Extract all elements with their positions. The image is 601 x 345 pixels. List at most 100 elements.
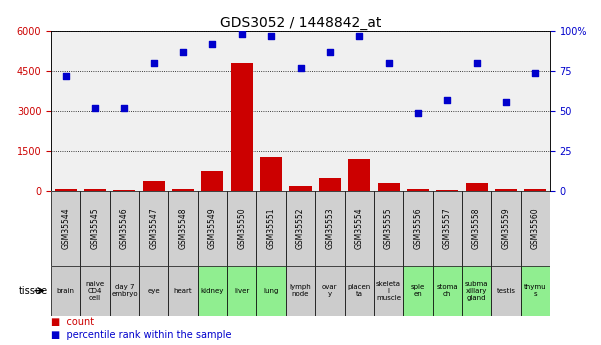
Text: GSM35555: GSM35555 (384, 208, 393, 249)
Bar (491, 266, 520, 316)
Bar (462, 191, 491, 266)
Text: GSM35553: GSM35553 (325, 208, 334, 249)
Text: heart: heart (174, 288, 192, 294)
Text: placen
ta: placen ta (347, 284, 371, 297)
Text: kidney: kidney (201, 288, 224, 294)
Bar (344, 266, 374, 316)
Bar (403, 266, 433, 316)
Point (237, 31, 246, 37)
Text: GSM35545: GSM35545 (91, 208, 100, 249)
Bar (168, 266, 198, 316)
Bar (348, 159, 370, 191)
Text: GSM35556: GSM35556 (413, 208, 423, 249)
Bar (198, 266, 227, 316)
Bar (51, 191, 81, 266)
Bar (231, 63, 253, 191)
Bar (84, 189, 106, 191)
Text: lymph
node: lymph node (290, 284, 311, 297)
Point (442, 97, 452, 103)
Bar (520, 191, 550, 266)
Bar (139, 191, 168, 266)
Text: subma
xillary
gland: subma xillary gland (465, 281, 488, 300)
Text: ■  percentile rank within the sample: ■ percentile rank within the sample (51, 330, 231, 340)
Bar (290, 186, 311, 191)
Bar (403, 191, 433, 266)
Bar (491, 191, 520, 266)
Bar (110, 266, 139, 316)
Bar (433, 191, 462, 266)
Point (472, 60, 481, 66)
Point (501, 99, 511, 105)
Bar (139, 266, 168, 316)
Point (178, 49, 188, 55)
Text: GSM35550: GSM35550 (237, 208, 246, 249)
Text: GSM35552: GSM35552 (296, 208, 305, 249)
Bar (374, 266, 403, 316)
Text: brain: brain (56, 288, 75, 294)
Point (531, 70, 540, 76)
Text: testis: testis (496, 288, 516, 294)
Bar (81, 191, 110, 266)
Bar (286, 191, 315, 266)
Bar (172, 189, 194, 191)
Point (90, 105, 100, 111)
Text: GSM35547: GSM35547 (149, 208, 158, 249)
Point (296, 65, 305, 71)
Bar (319, 178, 341, 191)
Text: sple
en: sple en (410, 284, 425, 297)
Text: tissue: tissue (19, 286, 48, 296)
Point (120, 105, 129, 111)
Bar (374, 191, 403, 266)
Bar (315, 266, 344, 316)
Bar (407, 189, 429, 191)
Bar (344, 191, 374, 266)
Bar (55, 189, 77, 191)
Text: GSM35558: GSM35558 (472, 208, 481, 249)
Point (266, 33, 276, 39)
Bar (168, 191, 198, 266)
Text: GSM35551: GSM35551 (267, 208, 276, 249)
Bar (260, 157, 282, 191)
Bar (227, 191, 257, 266)
Text: day 7
embryо: day 7 embryо (111, 284, 138, 297)
Text: GSM35560: GSM35560 (531, 208, 540, 249)
Point (355, 33, 364, 39)
Text: thymu
s: thymu s (524, 284, 546, 297)
Text: GSM35559: GSM35559 (501, 208, 510, 249)
Bar (201, 171, 224, 191)
Point (413, 110, 423, 116)
Bar (143, 181, 165, 191)
Text: GSM35549: GSM35549 (208, 208, 217, 249)
Bar (51, 266, 81, 316)
Text: ovar
y: ovar y (322, 284, 338, 297)
Bar (110, 191, 139, 266)
Bar (286, 266, 315, 316)
Point (61, 73, 70, 79)
Text: skeleta
l
muscle: skeleta l muscle (376, 281, 401, 300)
Text: naive
CD4
cell: naive CD4 cell (85, 281, 105, 300)
Bar (524, 189, 546, 191)
Bar (257, 191, 286, 266)
Point (149, 60, 159, 66)
Point (208, 41, 218, 47)
Bar (227, 266, 257, 316)
Bar (433, 266, 462, 316)
Text: GSM35554: GSM35554 (355, 208, 364, 249)
Text: liver: liver (234, 288, 249, 294)
Bar (466, 184, 487, 191)
Bar (462, 266, 491, 316)
Point (383, 60, 393, 66)
Text: lung: lung (263, 288, 279, 294)
Bar (114, 190, 135, 191)
Bar (315, 191, 344, 266)
Point (325, 49, 335, 55)
Title: GDS3052 / 1448842_at: GDS3052 / 1448842_at (220, 16, 381, 30)
Text: GSM35548: GSM35548 (178, 208, 188, 249)
Bar (495, 189, 517, 191)
Text: GSM35557: GSM35557 (443, 208, 452, 249)
Text: ■  count: ■ count (51, 317, 94, 327)
Bar (257, 266, 286, 316)
Text: eye: eye (147, 288, 160, 294)
Bar (81, 266, 110, 316)
Text: GSM35544: GSM35544 (61, 208, 70, 249)
